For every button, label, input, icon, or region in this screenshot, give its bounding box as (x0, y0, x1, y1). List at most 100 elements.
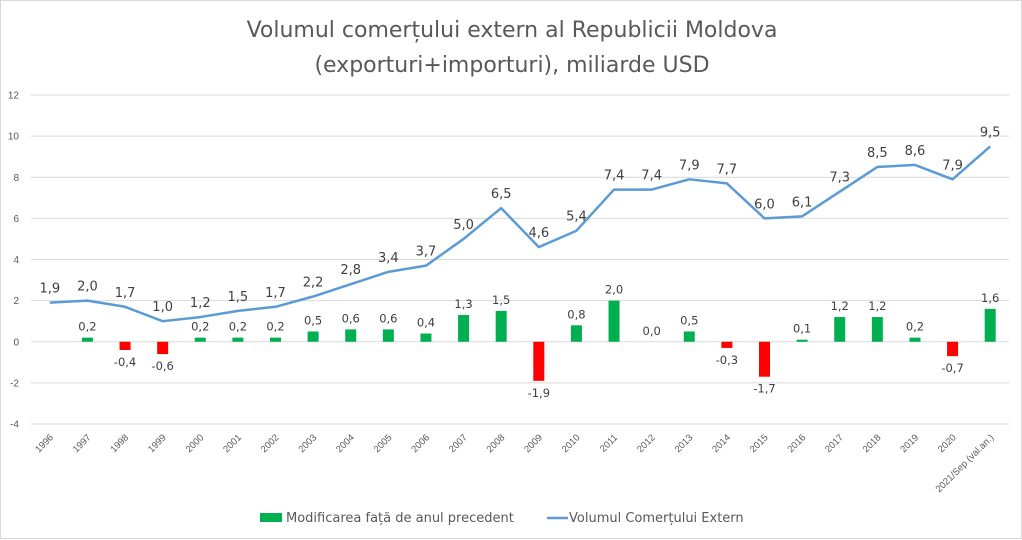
bar[interactable] (797, 340, 808, 342)
bar[interactable] (345, 329, 356, 341)
line-data-label: 3,4 (378, 251, 399, 266)
y-tick-label: 4 (13, 255, 19, 266)
y-tick-label: 8 (13, 173, 19, 184)
bar-data-label: 0,5 (304, 313, 322, 327)
line-data-label: 7,3 (829, 171, 850, 186)
x-tick-label: 2014 (710, 432, 733, 455)
bar[interactable] (947, 342, 958, 356)
bar-data-label: 0,5 (680, 313, 698, 327)
bar[interactable] (195, 338, 206, 342)
legend-item-line[interactable]: Volumul Comerțului Extern (547, 511, 744, 526)
line-data-label: 3,7 (416, 245, 437, 260)
bar[interactable] (721, 342, 732, 348)
bar-data-label: 0,2 (229, 320, 247, 334)
bar-data-label: 0,2 (906, 320, 924, 334)
bar[interactable] (157, 342, 168, 354)
line-data-label: 1,5 (228, 290, 249, 305)
bar[interactable] (533, 342, 544, 381)
line-data-label: 1,7 (115, 286, 136, 301)
bar[interactable] (872, 317, 883, 342)
bar[interactable] (759, 342, 770, 377)
bar-data-label: -0,7 (941, 361, 963, 375)
line-data-label: 9,5 (980, 125, 1001, 140)
line-data-label: 4,6 (528, 226, 549, 241)
x-tick-label: 2012 (635, 432, 658, 455)
bar-data-label: 1,6 (981, 291, 999, 305)
line-data-label: 1,9 (39, 282, 60, 297)
line-data-label: 6,5 (491, 187, 512, 202)
chart-title-line-2: (exporturi+importuri), miliarde USD (314, 53, 709, 78)
bar[interactable] (496, 311, 507, 342)
line-data-label: 2,2 (303, 276, 324, 291)
x-tick-label: 2017 (823, 432, 846, 455)
x-tick-label: 1997 (71, 432, 94, 455)
x-tick-label: 2009 (522, 432, 545, 455)
line-data-label: 5,4 (566, 210, 587, 225)
line-data-label: 2,0 (77, 280, 98, 295)
bar[interactable] (985, 309, 996, 342)
legend-item-bars[interactable]: Modificarea față de anul precedent (260, 511, 514, 526)
x-tick-label: 2008 (485, 432, 508, 455)
bar[interactable] (420, 334, 431, 342)
x-tick-label: 1999 (146, 432, 169, 455)
x-tick-label: 2020 (936, 432, 959, 455)
x-tick-label: 2013 (673, 432, 696, 455)
line-data-label: 2,8 (340, 263, 361, 278)
line-data-label: 5,0 (453, 218, 474, 233)
bar-data-label: 1,2 (868, 299, 886, 313)
chart-title-line-1: Volumul comerțului extern al Republicii … (247, 18, 778, 43)
bar[interactable] (458, 315, 469, 342)
bar[interactable] (270, 338, 281, 342)
legend-swatch-bars (260, 513, 282, 522)
bar[interactable] (120, 342, 131, 350)
x-tick-label: 2000 (184, 432, 207, 455)
x-tick-label: 2015 (748, 432, 771, 455)
bar[interactable] (571, 325, 582, 341)
bar[interactable] (383, 329, 394, 341)
line-data-label: 7,4 (641, 169, 662, 184)
line-data-label: 6,1 (792, 195, 813, 210)
x-tick-label: 2010 (560, 432, 583, 455)
line-data-label: 7,9 (679, 158, 700, 173)
legend-label-line: Volumul Comerțului Extern (569, 511, 744, 526)
gridlines (31, 95, 1009, 424)
y-tick-label: 12 (8, 91, 20, 102)
y-tick-label: 6 (13, 214, 19, 225)
bar-data-label: -1,9 (528, 386, 550, 400)
x-tick-label: 2004 (334, 432, 357, 455)
x-tick-label: 2001 (221, 432, 244, 455)
bar[interactable] (684, 331, 695, 341)
x-tick-label: 1998 (108, 432, 131, 455)
bar[interactable] (834, 317, 845, 342)
x-tick-label: 2003 (297, 432, 320, 455)
x-tick-label: 2019 (898, 432, 921, 455)
bar-data-label: 2,0 (605, 283, 623, 297)
bar[interactable] (909, 338, 920, 342)
y-tick-label: 10 (8, 132, 20, 143)
bar-data-label: 0,2 (78, 320, 96, 334)
chart-title: Volumul comerțului extern al Republicii … (247, 18, 778, 78)
bar[interactable] (308, 331, 319, 341)
line-data-label: 8,6 (905, 144, 926, 159)
bar-data-label: -0,6 (151, 359, 173, 373)
bar-data-label: 0,1 (793, 322, 811, 336)
legend-label-bars: Modificarea față de anul precedent (286, 511, 514, 526)
bar[interactable] (232, 338, 243, 342)
x-tick-label: 2018 (861, 432, 884, 455)
x-tick-label: 2005 (372, 432, 395, 455)
bar-data-label: 1,5 (492, 293, 510, 307)
bar-data-label: 0,0 (643, 324, 661, 338)
x-tick-label: 2011 (598, 432, 620, 454)
x-tick-label: 2006 (409, 432, 432, 455)
bar-data-label: -1,7 (753, 382, 775, 396)
line-data-label: 7,7 (717, 162, 738, 177)
bar[interactable] (609, 301, 620, 342)
line-data-label: 7,9 (942, 158, 963, 173)
bar-series (82, 301, 996, 381)
bar-data-label: 0,4 (417, 316, 435, 330)
bar[interactable] (82, 338, 93, 342)
y-tick-label: -2 (10, 378, 19, 389)
x-tick-label: 2002 (259, 432, 282, 455)
